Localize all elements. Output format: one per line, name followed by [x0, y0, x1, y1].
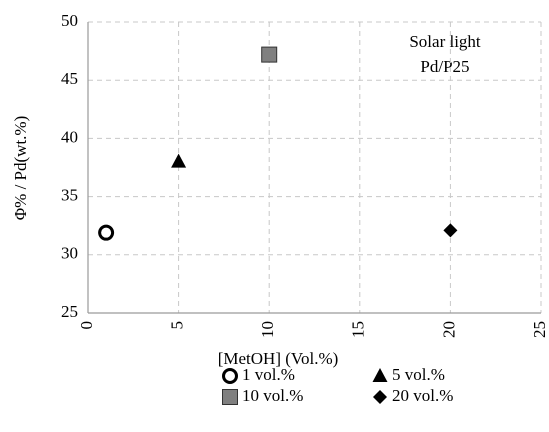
y-tick-label: 25: [61, 302, 78, 321]
marker: [443, 223, 458, 238]
x-tick-label: 5: [168, 321, 187, 330]
marker: [261, 46, 278, 63]
x-tick-label: 0: [77, 321, 96, 330]
marker: [98, 224, 115, 241]
y-axis-title: Φ% / Pd(wt.%): [11, 116, 30, 221]
legend-label: 20 vol.%: [392, 386, 453, 405]
legend-marker: [372, 368, 388, 382]
legend-marker: [222, 368, 238, 384]
x-tick-label: 20: [439, 321, 458, 338]
legend-marker: [222, 389, 238, 405]
x-tick-label: 10: [258, 321, 277, 338]
x-tick-label: 25: [530, 321, 549, 338]
x-axis-title: [MetOH] (Vol.%): [218, 349, 339, 368]
legend-label: 5 vol.%: [392, 365, 445, 384]
y-tick-label: 45: [61, 69, 78, 88]
marker: [171, 153, 187, 168]
annotation: Solar light: [409, 32, 481, 51]
legend-label: 1 vol.%: [242, 365, 295, 384]
x-tick-label: 15: [349, 321, 368, 338]
y-tick-label: 30: [61, 244, 78, 263]
y-tick-label: 40: [61, 127, 78, 146]
legend-marker: [373, 390, 387, 404]
y-tick-label: 50: [61, 11, 78, 30]
y-tick-label: 35: [61, 186, 78, 205]
annotation: Pd/P25: [420, 57, 469, 76]
legend-label: 10 vol.%: [242, 386, 303, 405]
